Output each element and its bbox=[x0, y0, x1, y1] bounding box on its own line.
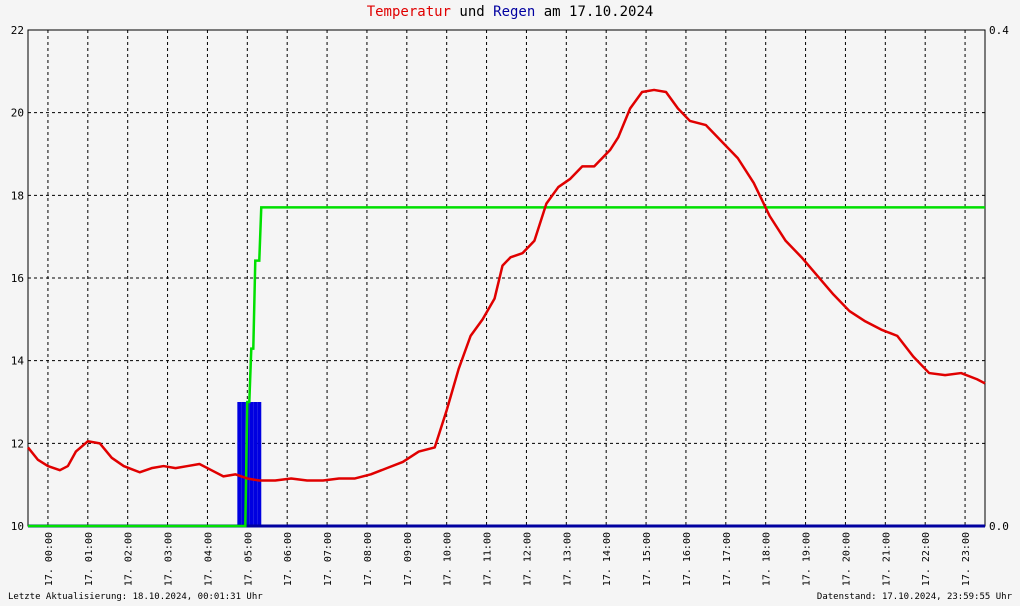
rain-bar bbox=[249, 402, 254, 526]
temperature-line bbox=[27, 88, 986, 482]
x-tick-label: 17. 07:00 bbox=[323, 532, 334, 586]
x-tick-label: 17. 11:00 bbox=[483, 532, 494, 586]
x-tick-label: 17. 16:00 bbox=[682, 532, 693, 586]
y-left-tick-label: 22 bbox=[11, 24, 24, 37]
x-tick-label: 17. 01:00 bbox=[84, 532, 95, 586]
title-temperature: Temperatur bbox=[366, 4, 451, 20]
rain-bar bbox=[253, 402, 258, 526]
rain-bar bbox=[237, 402, 242, 526]
x-tick-label: 17. 08:00 bbox=[363, 532, 374, 586]
x-tick-label: 17. 21:00 bbox=[881, 532, 892, 586]
x-tick-label: 17. 10:00 bbox=[443, 532, 454, 586]
x-tick-label: 17. 12:00 bbox=[522, 532, 533, 586]
rain-bar bbox=[257, 402, 262, 526]
x-tick-label: 17. 06:00 bbox=[283, 532, 294, 586]
x-tick-label: 17. 15:00 bbox=[642, 532, 653, 586]
x-tick-label: 17. 20:00 bbox=[841, 532, 852, 586]
y-right-tick-label: 0.4 bbox=[989, 24, 1009, 37]
y-right-tick-label: 0.0 bbox=[989, 520, 1009, 533]
x-tick-label: 17. 04:00 bbox=[203, 532, 214, 586]
x-tick-label: 17. 00:00 bbox=[44, 532, 55, 586]
y-left-tick-label: 20 bbox=[11, 107, 24, 120]
x-tick-label: 17. 13:00 bbox=[562, 532, 573, 586]
y-left-tick-label: 16 bbox=[11, 272, 24, 285]
x-tick-label: 17. 22:00 bbox=[921, 532, 932, 586]
x-tick-label: 17. 03:00 bbox=[164, 532, 175, 586]
x-tick-label: 17. 23:00 bbox=[961, 532, 972, 586]
title-connector: und bbox=[450, 4, 494, 20]
x-tick-label: 17. 14:00 bbox=[602, 532, 613, 586]
last-update-text: Letzte Aktualisierung: 18.10.2024, 00:01… bbox=[8, 592, 263, 602]
rain-bar bbox=[241, 402, 246, 526]
x-tick-label: 17. 05:00 bbox=[243, 532, 254, 586]
x-tick-label: 17. 18:00 bbox=[762, 532, 773, 586]
x-tick-label: 17. 09:00 bbox=[403, 532, 414, 586]
plot-area bbox=[27, 29, 986, 527]
y-left-tick-label: 10 bbox=[11, 520, 24, 533]
x-tick-label: 17. 19:00 bbox=[802, 532, 813, 586]
title-date: am 17.10.2024 bbox=[535, 4, 654, 20]
y-left-tick-label: 12 bbox=[11, 437, 24, 450]
x-tick-label: 17. 17:00 bbox=[722, 532, 733, 586]
chart-title: Temperatur und Regen am 17.10.2024 bbox=[0, 4, 1020, 20]
y-left-tick-label: 14 bbox=[11, 355, 25, 368]
y-left-tick-label: 18 bbox=[11, 189, 24, 202]
rain-sum-line bbox=[28, 206, 985, 528]
title-rain: Regen bbox=[493, 4, 536, 20]
data-status-text: Datenstand: 17.10.2024, 23:59:55 Uhr bbox=[816, 592, 1012, 602]
x-tick-label: 17. 02:00 bbox=[124, 532, 135, 586]
